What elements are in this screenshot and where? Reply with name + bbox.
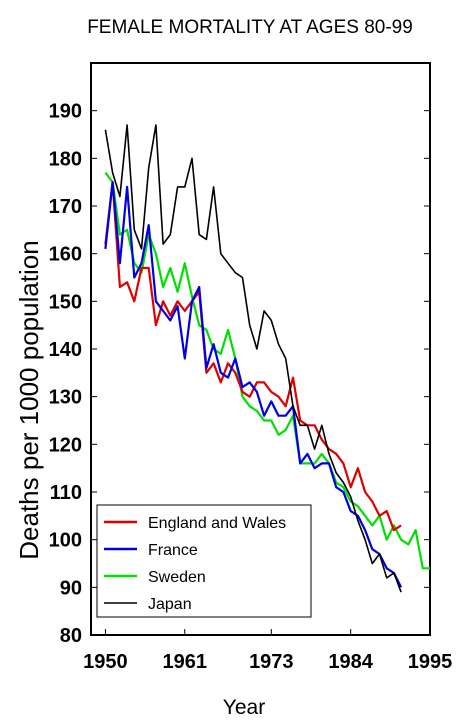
x-tick-label: 1984 [328,651,373,673]
y-tick-label: 120 [49,434,82,456]
legend-label: Japan [148,596,192,613]
y-tick-label: 130 [49,387,82,409]
x-axis: 1950 1961 1973 1984 1995 [83,629,452,673]
y-tick-label: 110 [50,482,82,504]
series-line-sweden [104,171,430,570]
chart-title: FEMALE MORTALITY AT AGES 80-99 [87,17,413,38]
y-axis: 80 90 100 110 120 130 140 150 160 170 180 190 [49,101,430,647]
x-tick-label: 1950 [83,651,128,673]
legend-label: England and Wales [148,515,286,532]
series-line-japan [104,124,402,593]
series-layer [104,124,430,593]
y-tick-label: 140 [49,339,82,361]
y-tick-label: 180 [49,148,82,170]
series-line-england-and-wales [104,181,402,532]
y-tick-label: 190 [49,101,82,123]
y-tick-label: 80 [60,625,82,647]
legend-items: England and Wales France Sweden Japan [104,515,286,613]
series-line-france [104,181,403,588]
legend-label: Sweden [148,569,206,586]
y-tick-label: 90 [60,577,82,599]
x-axis-label: Year [223,696,265,719]
y-tick-label: 160 [49,244,82,266]
x-tick-label: 1973 [249,651,294,673]
legend: England and Wales France Sweden Japan [96,504,312,618]
x-tick-label: 1961 [163,651,208,673]
legend-label: France [148,542,198,559]
x-tick-label: 1995 [408,651,453,673]
y-tick-label: 170 [49,196,82,218]
legend-box [96,504,312,618]
y-tick-label: 150 [49,291,82,313]
y-tick-label: 100 [49,530,82,552]
y-axis-label: Deaths per 1000 population [14,240,44,559]
